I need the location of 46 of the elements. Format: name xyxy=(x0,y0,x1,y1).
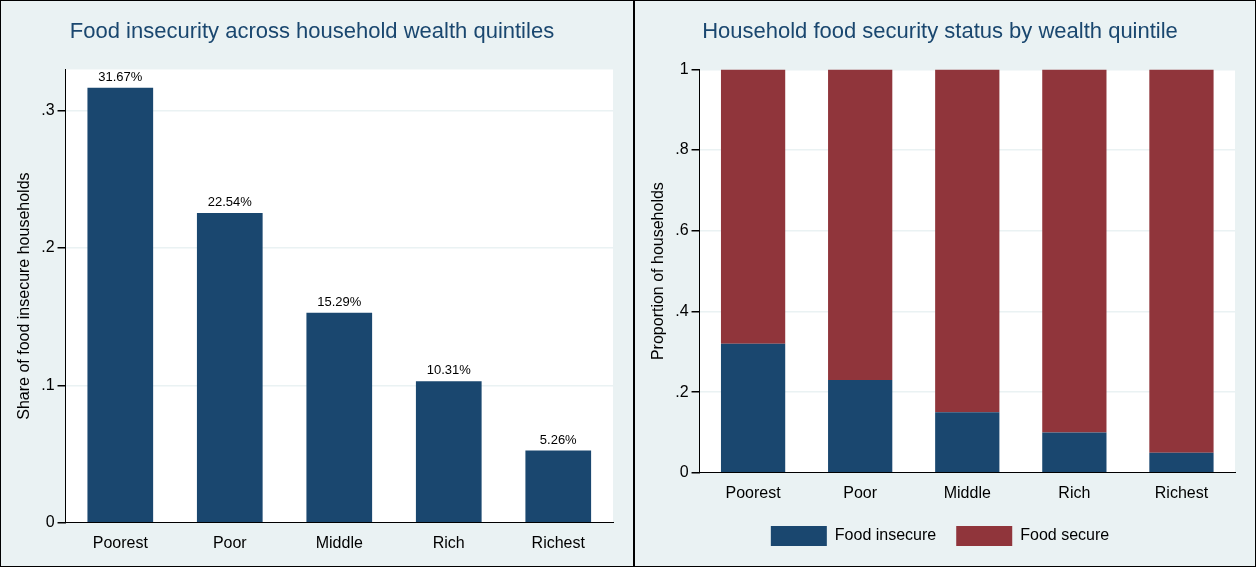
bar xyxy=(720,69,786,344)
y-tick-label: .3 xyxy=(41,101,55,119)
bar xyxy=(1042,69,1107,433)
bar xyxy=(935,412,1000,473)
x-tick-label: Middle xyxy=(315,533,363,551)
y-tick-label: 0 xyxy=(45,513,55,531)
y-tick-label: .1 xyxy=(41,375,55,393)
x-tick-label: Rich xyxy=(1058,483,1091,501)
y-tick-label: .2 xyxy=(41,238,55,256)
y-tick-label: .8 xyxy=(675,140,689,158)
x-tick-label: Middle xyxy=(943,483,991,501)
x-tick-label: Richest xyxy=(1154,483,1209,501)
x-tick-label: Richest xyxy=(531,533,586,551)
bar xyxy=(415,381,482,523)
bar xyxy=(87,87,154,523)
y-axis-title: Proportion of households xyxy=(649,182,667,361)
y-tick-label: .2 xyxy=(675,382,689,400)
data-label: 15.29% xyxy=(317,293,362,309)
x-tick-label: Poorest xyxy=(725,483,782,501)
legend-label: Food secure xyxy=(1020,526,1110,544)
bar xyxy=(935,69,1000,413)
bar xyxy=(306,312,373,523)
bar xyxy=(720,343,786,473)
legend-label: Food insecure xyxy=(834,526,937,544)
bar xyxy=(525,450,592,523)
bar xyxy=(196,213,263,523)
data-label: 5.26% xyxy=(539,431,578,447)
bar xyxy=(1042,432,1107,473)
x-tick-label: Rich xyxy=(432,533,465,551)
data-label: 31.67% xyxy=(98,68,143,84)
bar xyxy=(828,380,893,473)
chart-title: Household food security status by wealth quintile xyxy=(702,18,1178,44)
y-tick-label: .6 xyxy=(675,221,689,239)
y-tick-label: 0 xyxy=(679,463,689,481)
bar xyxy=(1149,69,1214,453)
chart-title: Food insecurity across household wealth quintiles xyxy=(69,18,555,44)
x-tick-label: Poorest xyxy=(92,533,149,551)
data-label: 22.54% xyxy=(207,194,253,210)
bar xyxy=(1149,452,1214,473)
bar xyxy=(828,69,893,381)
x-tick-label: Poor xyxy=(843,483,878,501)
y-tick-label: 1 xyxy=(679,59,689,77)
y-axis-title: Share of food insecure households xyxy=(15,172,33,420)
data-label: 10.31% xyxy=(426,362,472,378)
y-tick-label: .4 xyxy=(675,301,689,319)
x-tick-label: Poor xyxy=(212,533,248,551)
